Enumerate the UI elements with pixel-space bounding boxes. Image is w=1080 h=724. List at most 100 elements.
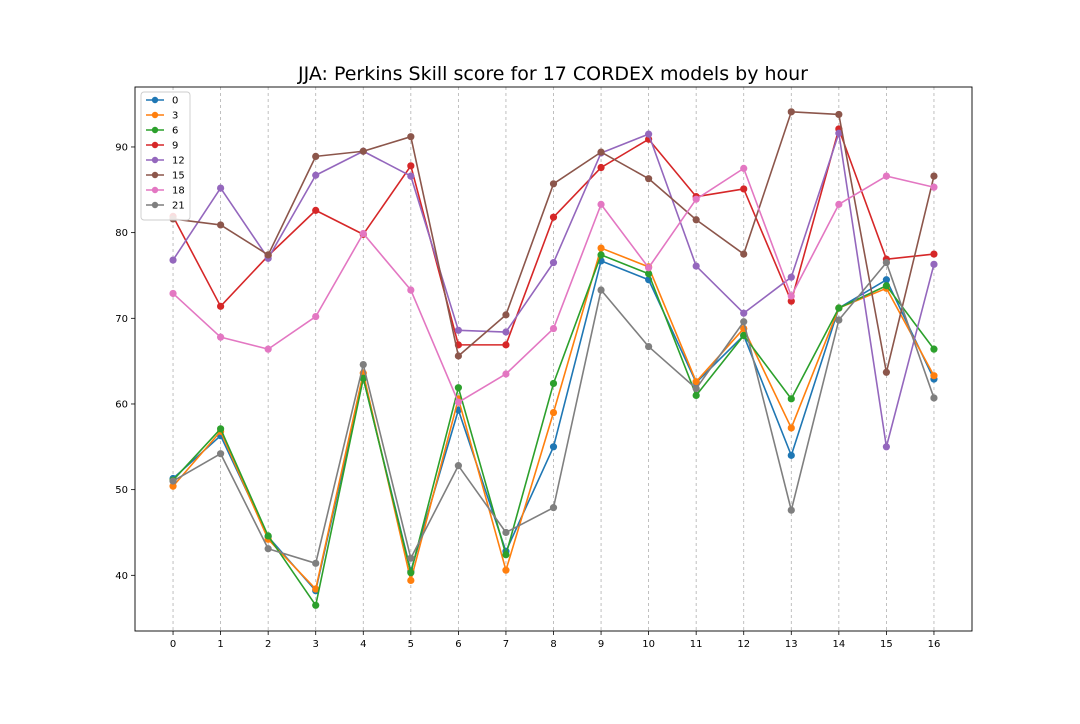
data-point bbox=[217, 450, 225, 458]
data-point bbox=[882, 368, 890, 376]
data-point bbox=[549, 379, 558, 388]
data-point bbox=[407, 133, 415, 141]
data-point bbox=[597, 200, 605, 208]
data-point bbox=[312, 171, 320, 179]
data-point bbox=[502, 311, 510, 319]
legend-item: 15 bbox=[146, 171, 185, 182]
data-point bbox=[787, 297, 795, 305]
data-point bbox=[264, 532, 272, 540]
legend-item: 9 bbox=[146, 141, 178, 152]
data-point bbox=[502, 341, 510, 349]
data-point bbox=[454, 326, 462, 334]
data-point bbox=[597, 148, 605, 156]
data-point bbox=[645, 270, 653, 278]
data-point bbox=[359, 374, 367, 382]
x-tick-label: 5 bbox=[408, 639, 414, 650]
x-tick-label: 0 bbox=[170, 639, 176, 650]
plot-frame bbox=[134, 86, 973, 632]
legend-swatch-marker bbox=[151, 186, 159, 194]
legend-item: 18 bbox=[146, 186, 185, 197]
data-point bbox=[740, 318, 748, 326]
data-point bbox=[549, 324, 558, 333]
legend-item: 3 bbox=[146, 111, 178, 122]
data-point bbox=[597, 163, 605, 172]
data-point bbox=[407, 162, 415, 170]
y-tick-label: 70 bbox=[115, 314, 128, 325]
data-point bbox=[549, 180, 558, 188]
data-point bbox=[359, 360, 367, 369]
data-point bbox=[597, 286, 605, 294]
data-point bbox=[740, 164, 748, 172]
x-tick-label: 1 bbox=[217, 639, 223, 650]
legend-item: 12 bbox=[146, 156, 185, 167]
data-point bbox=[502, 566, 510, 574]
x-tick-label: 10 bbox=[642, 639, 655, 650]
series-layer bbox=[169, 108, 938, 609]
data-point bbox=[930, 183, 938, 191]
legend-swatch-marker bbox=[151, 201, 159, 209]
data-point bbox=[264, 345, 272, 353]
chart-title: JJA: Perkins Skill score for 17 CORDEX m… bbox=[297, 63, 808, 85]
legend-swatch-marker bbox=[151, 156, 159, 164]
data-point bbox=[787, 451, 795, 459]
series-15 bbox=[169, 108, 938, 376]
data-point bbox=[217, 184, 225, 192]
data-point bbox=[454, 462, 462, 470]
legend-item: 21 bbox=[146, 201, 185, 212]
data-point bbox=[169, 256, 177, 264]
data-point bbox=[454, 352, 462, 360]
data-point bbox=[454, 398, 462, 406]
data-point bbox=[930, 250, 938, 258]
data-point bbox=[645, 175, 653, 183]
data-point bbox=[835, 304, 843, 312]
data-point bbox=[502, 528, 510, 537]
data-point bbox=[835, 110, 843, 119]
data-point bbox=[549, 408, 558, 417]
x-tick-label: 2 bbox=[265, 639, 271, 650]
data-point bbox=[359, 229, 367, 238]
legend-swatch-marker bbox=[151, 111, 159, 119]
y-tick-label: 40 bbox=[115, 571, 128, 582]
data-point bbox=[264, 251, 272, 259]
data-point bbox=[407, 172, 415, 180]
data-point bbox=[930, 394, 938, 402]
data-point bbox=[169, 482, 177, 490]
data-point bbox=[217, 333, 225, 341]
data-point bbox=[930, 260, 938, 268]
data-point bbox=[502, 551, 510, 559]
data-point bbox=[787, 292, 795, 300]
legend-label: 15 bbox=[172, 171, 185, 182]
data-point bbox=[597, 244, 605, 252]
data-point bbox=[312, 152, 320, 160]
data-point bbox=[692, 378, 700, 386]
data-point bbox=[787, 273, 795, 281]
data-point bbox=[882, 443, 890, 451]
data-point bbox=[692, 262, 700, 270]
data-point bbox=[407, 286, 415, 294]
x-tick-label: 13 bbox=[785, 639, 798, 650]
legend-swatch-marker bbox=[151, 171, 159, 179]
data-point bbox=[882, 259, 890, 267]
data-point bbox=[692, 216, 700, 224]
data-point bbox=[359, 147, 367, 155]
legend-item: 6 bbox=[146, 126, 178, 137]
data-point bbox=[787, 506, 795, 514]
data-point bbox=[692, 195, 700, 203]
data-point bbox=[312, 585, 320, 593]
data-point bbox=[549, 443, 558, 451]
x-tick-label: 14 bbox=[832, 639, 845, 650]
data-point bbox=[597, 251, 605, 259]
x-tick-label: 11 bbox=[690, 639, 703, 650]
data-point bbox=[454, 384, 462, 392]
legend: 0 3 6 9 12 15 18 21 bbox=[140, 91, 191, 221]
data-point bbox=[787, 395, 795, 403]
legend-label: 0 bbox=[172, 96, 178, 107]
data-point bbox=[407, 554, 415, 562]
data-point bbox=[740, 331, 748, 340]
data-point bbox=[645, 264, 653, 272]
data-point bbox=[930, 172, 938, 180]
series-6 bbox=[169, 251, 938, 609]
x-tick-label: 15 bbox=[880, 639, 893, 650]
